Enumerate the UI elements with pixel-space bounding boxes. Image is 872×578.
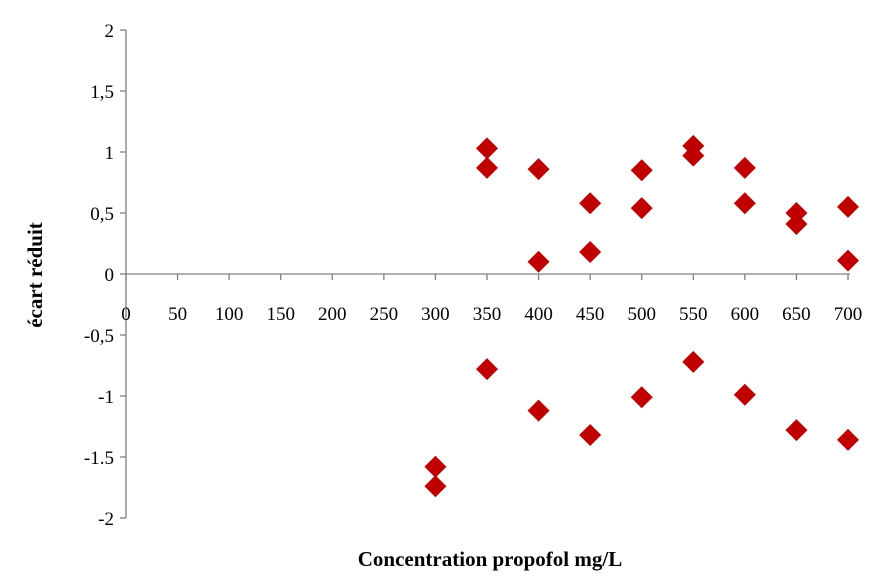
x-axis-label: Concentration propofol mg/L — [358, 547, 622, 571]
data-point — [733, 192, 756, 215]
data-point — [424, 475, 447, 498]
data-point — [527, 399, 550, 422]
y-tick-label: -0,5 — [84, 326, 114, 347]
x-tick-label: 200 — [318, 304, 347, 325]
data-point — [630, 386, 653, 409]
x-tick-label: 400 — [524, 304, 553, 325]
x-tick-label: 150 — [266, 304, 295, 325]
y-tick-label: 2 — [105, 21, 115, 42]
y-tick-label: 0,5 — [90, 204, 114, 225]
x-tick-label: 550 — [679, 304, 708, 325]
x-tick-label: 650 — [782, 304, 811, 325]
data-point — [476, 358, 498, 381]
axes — [120, 29, 850, 519]
y-tick-label: 0 — [105, 265, 115, 286]
data-points — [424, 134, 859, 498]
x-tick-label: 500 — [627, 304, 656, 325]
data-point — [424, 455, 447, 478]
data-point — [476, 137, 498, 160]
x-tick-label: 450 — [576, 304, 605, 325]
data-point — [785, 212, 808, 235]
data-point — [579, 241, 602, 264]
y-axis-label: écart réduit — [23, 222, 47, 328]
y-tick-label: -2 — [98, 509, 114, 530]
y-tick-label: -1.5 — [84, 448, 114, 469]
data-point — [579, 192, 602, 215]
data-point — [785, 419, 808, 442]
data-point — [630, 159, 653, 182]
data-point — [733, 156, 756, 179]
x-tick-label: 600 — [731, 304, 760, 325]
x-tick-label: 100 — [215, 304, 244, 325]
tick-labels: 2 1,5 1 0,5 0 -0,5 -1 -1.5 -2 0 50 100 150 200 250 300 3… — [84, 21, 862, 530]
data-point — [682, 144, 705, 167]
x-tick-label: 250 — [370, 304, 399, 325]
y-tick-label: 1 — [105, 143, 115, 164]
x-tick-label: 300 — [421, 304, 450, 325]
data-point — [476, 156, 498, 179]
x-tick-label: 700 — [834, 304, 863, 325]
x-tick-label: 0 — [121, 304, 131, 325]
y-tick-label: -1 — [98, 387, 114, 408]
x-tick-label: 350 — [473, 304, 502, 325]
data-point — [837, 249, 859, 272]
data-point — [837, 195, 859, 218]
data-point — [630, 197, 653, 220]
y-tick-label: 1,5 — [90, 82, 114, 103]
data-point — [527, 250, 550, 273]
data-point — [579, 424, 602, 447]
data-point — [733, 383, 756, 406]
data-point — [527, 158, 550, 181]
data-point — [682, 350, 705, 373]
x-tick-label: 50 — [168, 304, 187, 325]
data-point — [837, 428, 859, 451]
